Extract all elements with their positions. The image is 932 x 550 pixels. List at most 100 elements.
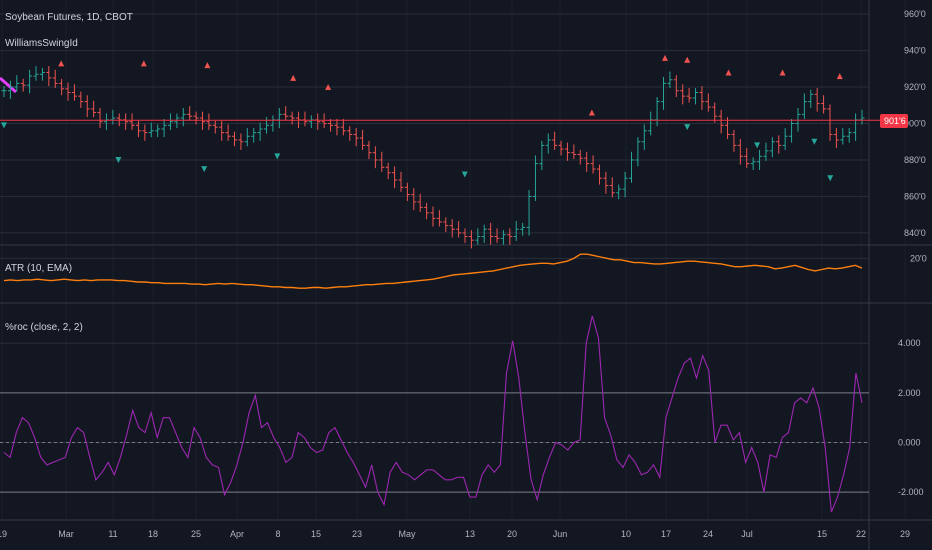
time-scale[interactable]: 19 Mar 11 18 25 Apr 8 15 23 May 13 20 Jun 10 17 24 Jul 15… xyxy=(0,529,910,539)
ohlc-bar[interactable] xyxy=(167,113,173,130)
ohlc-bar[interactable] xyxy=(801,93,807,119)
ohlc-bar[interactable] xyxy=(424,202,430,220)
ohlc-bar[interactable] xyxy=(705,93,711,112)
ohlc-bar[interactable] xyxy=(206,113,212,130)
ohlc-bar[interactable] xyxy=(552,131,558,150)
ohlc-bar[interactable] xyxy=(680,84,686,105)
atr-line[interactable] xyxy=(3,253,863,289)
ohlc-bar[interactable] xyxy=(59,78,65,96)
ohlc-bar[interactable] xyxy=(513,221,519,242)
ohlc-bar[interactable] xyxy=(251,128,257,143)
ohlc-bar[interactable] xyxy=(443,217,449,232)
ohlc-bar[interactable] xyxy=(52,69,58,88)
ohlc-bar[interactable] xyxy=(539,140,545,170)
ohlc-bar[interactable] xyxy=(763,142,769,161)
ohlc-bar[interactable] xyxy=(507,228,513,245)
ohlc-bar[interactable] xyxy=(744,148,750,169)
ohlc-bar[interactable] xyxy=(699,86,705,110)
ohlc-bar[interactable] xyxy=(814,87,820,112)
ohlc-bar[interactable] xyxy=(129,113,135,130)
ohlc-bar[interactable] xyxy=(750,157,756,170)
ohlc-bar[interactable] xyxy=(590,155,596,174)
ohlc-bar[interactable] xyxy=(769,137,775,158)
ohlc-bar[interactable] xyxy=(398,171,404,192)
ohlc-bar[interactable] xyxy=(686,87,692,103)
ohlc-bar[interactable] xyxy=(526,190,532,236)
ohlc-bar[interactable] xyxy=(436,210,442,227)
ohlc-bar[interactable] xyxy=(392,166,398,189)
ohlc-bar[interactable] xyxy=(596,164,602,185)
ohlc-bar[interactable] xyxy=(456,221,462,238)
ohlc-bar[interactable] xyxy=(180,108,186,127)
ohlc-bar[interactable] xyxy=(232,131,238,147)
ohlc-bar[interactable] xyxy=(353,128,359,147)
ohlc-bar[interactable] xyxy=(39,67,45,81)
atr-pane[interactable] xyxy=(3,253,863,289)
ohlc-bar[interactable] xyxy=(404,182,410,201)
ohlc-bar[interactable] xyxy=(609,177,615,198)
ohlc-bar[interactable] xyxy=(155,124,161,138)
ohlc-bar[interactable] xyxy=(693,87,699,105)
ohlc-bar[interactable] xyxy=(641,124,647,150)
ohlc-bar[interactable] xyxy=(334,118,340,136)
ohlc-bar[interactable] xyxy=(718,109,724,134)
ohlc-bar[interactable] xyxy=(417,193,423,212)
ohlc-bar[interactable] xyxy=(225,124,231,141)
roc-line[interactable] xyxy=(3,315,863,513)
ohlc-bar[interactable] xyxy=(328,118,334,132)
ohlc-bar[interactable] xyxy=(577,149,583,165)
ohlc-bar[interactable] xyxy=(532,155,538,201)
ohlc-bar[interactable] xyxy=(661,77,667,110)
ohlc-bar[interactable] xyxy=(827,104,833,141)
ohlc-bar[interactable] xyxy=(846,128,852,143)
ohlc-bar[interactable] xyxy=(430,206,436,227)
ohlc-bar[interactable] xyxy=(78,91,84,109)
ohlc-bar[interactable] xyxy=(737,138,743,165)
ohlc-bar[interactable] xyxy=(1,86,7,98)
ohlc-bar[interactable] xyxy=(558,140,564,156)
ohlc-bar[interactable] xyxy=(193,111,199,125)
ohlc-bar[interactable] xyxy=(142,124,148,141)
ohlc-bar[interactable] xyxy=(584,151,590,172)
ohlc-bar[interactable] xyxy=(289,111,295,125)
ohlc-bar[interactable] xyxy=(712,102,718,123)
ohlc-bar[interactable] xyxy=(789,118,795,143)
ohlc-bar[interactable] xyxy=(244,128,250,147)
ohlc-bar[interactable] xyxy=(545,133,551,154)
ohlc-bar[interactable] xyxy=(564,142,570,161)
ohlc-bar[interactable] xyxy=(340,118,346,136)
price-pane[interactable] xyxy=(0,54,880,249)
ohlc-bar[interactable] xyxy=(520,222,526,236)
ohlc-bar[interactable] xyxy=(475,228,481,245)
ohlc-bar[interactable] xyxy=(187,106,193,121)
ohlc-bar[interactable] xyxy=(603,171,609,194)
ohlc-bar[interactable] xyxy=(360,129,366,150)
ohlc-bar[interactable] xyxy=(840,128,846,145)
ohlc-bar[interactable] xyxy=(97,108,103,129)
ohlc-bar[interactable] xyxy=(46,66,52,87)
ohlc-bar[interactable] xyxy=(462,228,468,243)
ohlc-bar[interactable] xyxy=(379,151,385,172)
ohlc-bar[interactable] xyxy=(635,137,641,167)
ohlc-bar[interactable] xyxy=(481,224,487,243)
ohlc-bar[interactable] xyxy=(257,122,263,141)
ohlc-bar[interactable] xyxy=(65,82,71,101)
ohlc-bar[interactable] xyxy=(212,120,218,134)
ohlc-bar[interactable] xyxy=(833,128,839,149)
ohlc-bar[interactable] xyxy=(449,219,455,238)
ohlc-bar[interactable] xyxy=(673,75,679,98)
ohlc-bar[interactable] xyxy=(488,222,494,245)
ohlc-bar[interactable] xyxy=(33,66,39,81)
ohlc-bar[interactable] xyxy=(71,84,77,101)
ohlc-bar[interactable] xyxy=(808,89,814,109)
ohlc-bar[interactable] xyxy=(366,140,372,160)
ohlc-bar[interactable] xyxy=(500,230,506,245)
ohlc-bar[interactable] xyxy=(616,184,622,200)
ohlc-bar[interactable] xyxy=(219,120,225,141)
ohlc-bar[interactable] xyxy=(628,151,634,183)
ohlc-bar[interactable] xyxy=(782,128,788,150)
roc-pane[interactable] xyxy=(0,315,869,513)
ohlc-bar[interactable] xyxy=(7,80,13,99)
ohlc-bar[interactable] xyxy=(14,75,20,92)
